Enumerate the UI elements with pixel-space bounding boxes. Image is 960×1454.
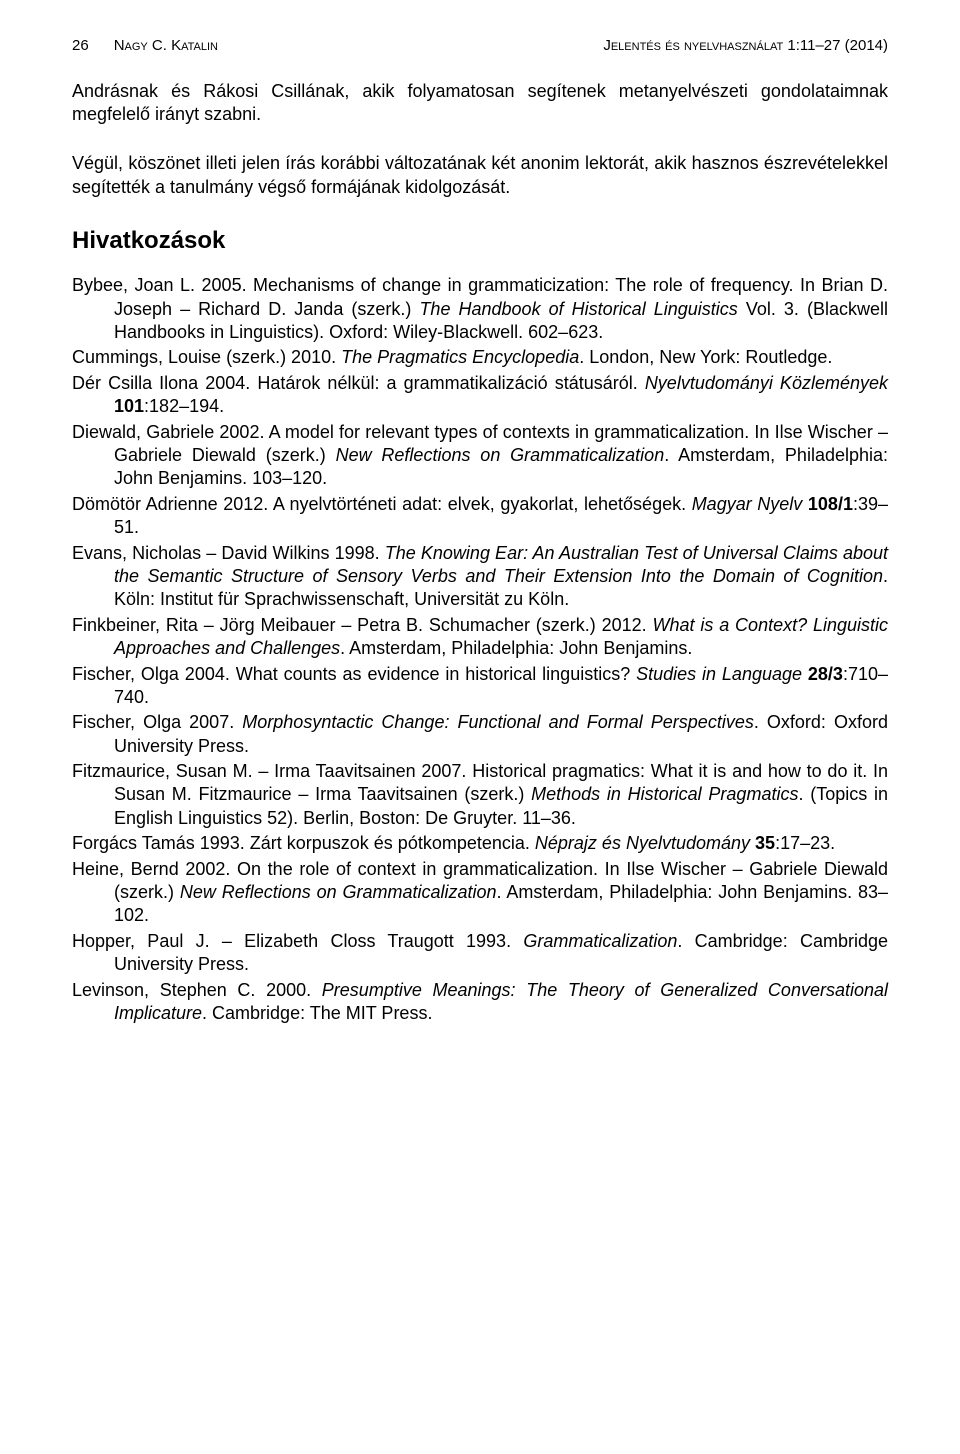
intro-paragraph-2: Végül, köszönet illeti jelen írás korább… xyxy=(72,152,888,199)
header-author: Nagy C. Katalin xyxy=(114,37,218,54)
reference-entry: Fitzmaurice, Susan M. – Irma Taavitsaine… xyxy=(72,760,888,830)
reference-text: . London, New York: Routledge. xyxy=(579,347,832,367)
page-number: 26 xyxy=(72,37,89,54)
reference-entry: Hopper, Paul J. – Elizabeth Closs Traugo… xyxy=(72,930,888,977)
reference-title-italic: Methods in Historical Pragmatics xyxy=(531,784,798,804)
reference-entry: Dér Csilla Ilona 2004. Határok nélkül: a… xyxy=(72,372,888,419)
reference-title-italic: The Pragmatics Encyclopedia xyxy=(341,347,579,367)
reference-entry: Diewald, Gabriele 2002. A model for rele… xyxy=(72,421,888,491)
header-journal: Jelentés és nyelvhasználat 1:11–27 (2014… xyxy=(603,36,888,56)
reference-title-italic: Nyelvtudományi Közlemények xyxy=(645,373,888,393)
reference-text: Dér Csilla Ilona 2004. Határok nélkül: a… xyxy=(72,373,645,393)
reference-entry: Finkbeiner, Rita – Jörg Meibauer – Petra… xyxy=(72,614,888,661)
reference-entry: Fischer, Olga 2007. Morphosyntactic Chan… xyxy=(72,711,888,758)
intro-paragraph-1: Andrásnak és Rákosi Csillának, akik foly… xyxy=(72,80,888,127)
reference-text: . Amsterdam, Philadelphia: John Benjamin… xyxy=(340,638,692,658)
reference-text: :182–194. xyxy=(144,396,224,416)
reference-title-italic: Néprajz és Nyelvtudomány xyxy=(535,833,750,853)
reference-text: Fischer, Olga 2007. xyxy=(72,712,242,732)
reference-entry: Levinson, Stephen C. 2000. Presumptive M… xyxy=(72,979,888,1026)
reference-text: Fischer, Olga 2004. What counts as evide… xyxy=(72,664,636,684)
reference-volume-bold: 101 xyxy=(114,396,144,416)
reference-entry: Forgács Tamás 1993. Zárt korpuszok és pó… xyxy=(72,832,888,855)
reference-entry: Evans, Nicholas – David Wilkins 1998. Th… xyxy=(72,542,888,612)
reference-volume-bold: 108/1 xyxy=(808,494,853,514)
reference-volume-bold: 35 xyxy=(755,833,775,853)
reference-text: Cummings, Louise (szerk.) 2010. xyxy=(72,347,341,367)
reference-title-italic: The Handbook of Historical Linguistics xyxy=(419,299,737,319)
reference-title-italic: New Reflections on Grammaticalization xyxy=(336,445,665,465)
reference-text: Forgács Tamás 1993. Zárt korpuszok és pó… xyxy=(72,833,535,853)
reference-text: Evans, Nicholas – David Wilkins 1998. xyxy=(72,543,385,563)
reference-text: Finkbeiner, Rita – Jörg Meibauer – Petra… xyxy=(72,615,653,635)
reference-text: . Cambridge: The MIT Press. xyxy=(202,1003,432,1023)
reference-text: Hopper, Paul J. – Elizabeth Closs Traugo… xyxy=(72,931,523,951)
reference-title-italic: New Reflections on Grammaticalization xyxy=(180,882,497,902)
reference-text: :17–23. xyxy=(775,833,835,853)
reference-entry: Bybee, Joan L. 2005. Mechanisms of chang… xyxy=(72,274,888,344)
reference-title-italic: Grammaticalization xyxy=(523,931,677,951)
reference-title-italic: Magyar Nyelv xyxy=(692,494,803,514)
reference-entry: Fischer, Olga 2004. What counts as evide… xyxy=(72,663,888,710)
reference-entry: Dömötör Adrienne 2012. A nyelvtörténeti … xyxy=(72,493,888,540)
reference-text: Dömötör Adrienne 2012. A nyelvtörténeti … xyxy=(72,494,692,514)
references-list: Bybee, Joan L. 2005. Mechanisms of chang… xyxy=(72,274,888,1025)
reference-entry: Cummings, Louise (szerk.) 2010. The Prag… xyxy=(72,346,888,369)
page-number-and-author: 26 Nagy C. Katalin xyxy=(72,36,218,56)
reference-entry: Heine, Bernd 2002. On the role of contex… xyxy=(72,858,888,928)
reference-volume-bold: 28/3 xyxy=(808,664,843,684)
page-header: 26 Nagy C. Katalin Jelentés és nyelvhasz… xyxy=(72,36,888,56)
reference-title-italic: Studies in Language xyxy=(636,664,802,684)
references-section-title: Hivatkozások xyxy=(72,225,888,256)
reference-text: Levinson, Stephen C. 2000. xyxy=(72,980,322,1000)
reference-title-italic: Morphosyntactic Change: Functional and F… xyxy=(242,712,754,732)
